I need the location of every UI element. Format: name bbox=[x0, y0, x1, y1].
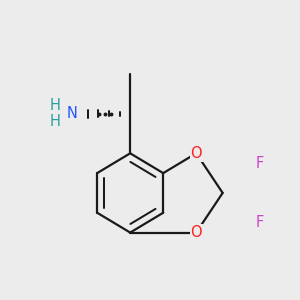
Text: N: N bbox=[67, 106, 77, 121]
Text: H: H bbox=[50, 98, 61, 113]
Text: H: H bbox=[50, 114, 61, 129]
Text: F: F bbox=[256, 156, 264, 171]
Text: F: F bbox=[256, 215, 264, 230]
Text: O: O bbox=[190, 225, 202, 240]
Text: O: O bbox=[190, 146, 202, 161]
